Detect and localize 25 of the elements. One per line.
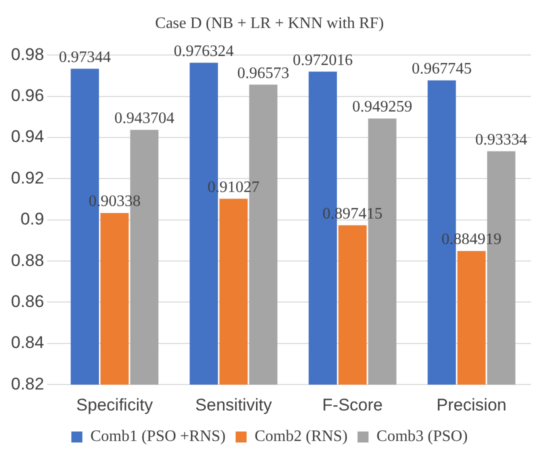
- x-tick-label: Sensitivity: [195, 395, 272, 414]
- data-label: 0.943704: [114, 110, 174, 128]
- legend-label: Comb2 (RNS): [254, 428, 348, 446]
- y-tick-label: 0.84: [10, 333, 44, 352]
- y-tick-label: 0.9: [20, 210, 44, 229]
- data-label: 0.93334: [475, 131, 528, 148]
- x-tick-label: Specificity: [76, 395, 154, 414]
- y-tick-label: 0.82: [10, 374, 44, 394]
- y-tick-label: 0.94: [10, 127, 44, 146]
- legend-label: Comb3 (PSO): [376, 428, 468, 446]
- data-label: 0.949259: [352, 98, 412, 116]
- x-tick-label: F-Score: [322, 395, 383, 414]
- data-label: 0.97344: [58, 48, 111, 66]
- data-label: 0.96573: [237, 64, 290, 82]
- data-label: 0.972016: [292, 52, 353, 69]
- y-tick-label: 0.88: [10, 250, 44, 270]
- y-tick-label: 0.86: [10, 292, 44, 311]
- data-label: 0.976324: [174, 42, 234, 60]
- data-label: 0.967745: [412, 60, 472, 78]
- legend-label: Comb1 (PSO +RNS): [90, 428, 226, 446]
- y-tick-label: 0.96: [10, 86, 44, 106]
- chart-title: Case D (NB + LR + KNN with RF): [155, 14, 384, 32]
- y-tick-label: 0.92: [10, 168, 44, 188]
- x-tick-label: Precision: [436, 395, 506, 414]
- y-tick-label: 0.98: [10, 44, 44, 64]
